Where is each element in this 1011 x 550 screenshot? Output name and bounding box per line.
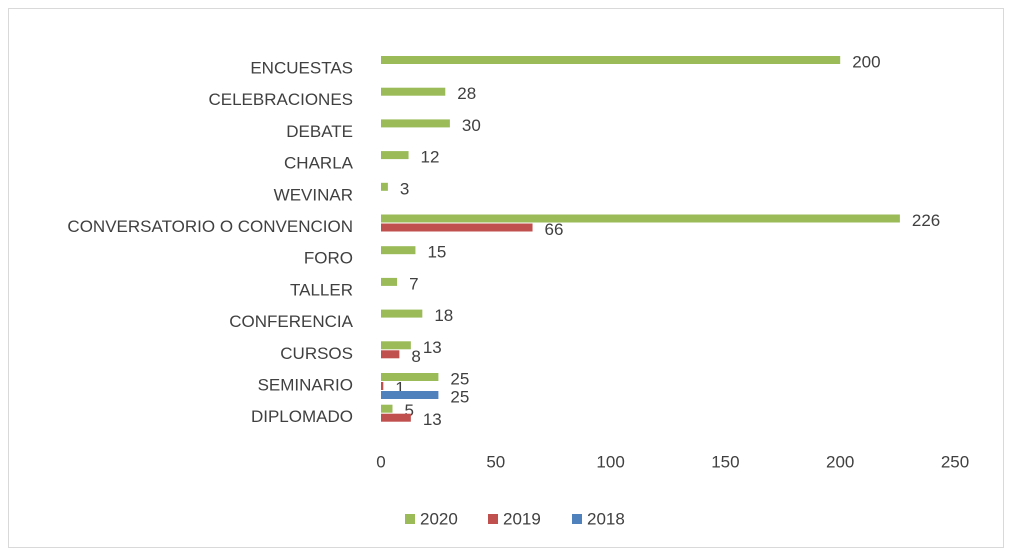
y-tick-label: CURSOS bbox=[280, 344, 353, 363]
bar bbox=[381, 413, 411, 422]
bar bbox=[381, 223, 533, 232]
data-label: 15 bbox=[427, 243, 446, 262]
x-tick-label: 200 bbox=[826, 452, 854, 471]
data-label: 8 bbox=[411, 347, 420, 366]
data-label: 7 bbox=[409, 274, 418, 293]
bar bbox=[381, 309, 423, 318]
bar bbox=[381, 391, 439, 399]
y-tick-label: WEVINAR bbox=[274, 185, 353, 204]
bar bbox=[381, 56, 841, 64]
bar bbox=[381, 373, 439, 381]
legend-label: 2020 bbox=[420, 509, 458, 528]
data-label: 25 bbox=[450, 387, 469, 406]
data-label: 25 bbox=[450, 369, 469, 388]
y-tick-label: FORO bbox=[304, 249, 353, 268]
bar bbox=[381, 151, 409, 160]
bar bbox=[381, 182, 388, 191]
bar bbox=[381, 214, 900, 223]
y-tick-label: SEMINARIO bbox=[258, 375, 353, 394]
bar bbox=[381, 277, 398, 286]
data-label: 1 bbox=[395, 378, 404, 397]
y-tick-label: DEBATE bbox=[286, 122, 353, 141]
y-tick-label: CELEBRACIONES bbox=[208, 90, 353, 109]
legend-label: 2018 bbox=[587, 509, 625, 528]
y-tick-label: CHARLA bbox=[284, 154, 354, 173]
bar bbox=[381, 382, 384, 390]
bar bbox=[381, 341, 411, 350]
y-tick-label: DIPLOMADO bbox=[251, 407, 353, 426]
bar bbox=[381, 87, 446, 96]
y-tick-label: CONFERENCIA bbox=[229, 312, 353, 331]
x-tick-label: 250 bbox=[941, 452, 969, 471]
x-tick-label: 100 bbox=[596, 452, 624, 471]
data-label: 13 bbox=[423, 338, 442, 357]
legend-swatch bbox=[488, 514, 498, 524]
bar bbox=[381, 119, 450, 128]
data-label: 18 bbox=[434, 306, 453, 325]
x-tick-label: 150 bbox=[711, 452, 739, 471]
data-label: 200 bbox=[852, 52, 880, 71]
y-tick-label: TALLER bbox=[290, 280, 353, 299]
data-label: 66 bbox=[545, 220, 564, 239]
x-tick-label: 0 bbox=[376, 452, 385, 471]
data-label: 226 bbox=[912, 211, 940, 230]
data-label: 3 bbox=[400, 179, 409, 198]
legend-swatch bbox=[572, 514, 582, 524]
data-label: 30 bbox=[462, 116, 481, 135]
data-label: 12 bbox=[421, 148, 440, 167]
data-label: 28 bbox=[457, 84, 476, 103]
x-tick-label: 50 bbox=[486, 452, 505, 471]
bar bbox=[381, 350, 400, 359]
data-label: 5 bbox=[404, 401, 413, 420]
bar bbox=[381, 404, 393, 413]
legend-swatch bbox=[405, 514, 415, 524]
data-label: 13 bbox=[423, 410, 442, 429]
y-tick-label: CONVERSATORIO O CONVENCION bbox=[67, 217, 353, 236]
chart-frame bbox=[8, 8, 1004, 548]
bar bbox=[381, 246, 416, 255]
y-tick-label: ENCUESTAS bbox=[250, 58, 353, 77]
legend-label: 2019 bbox=[503, 509, 541, 528]
